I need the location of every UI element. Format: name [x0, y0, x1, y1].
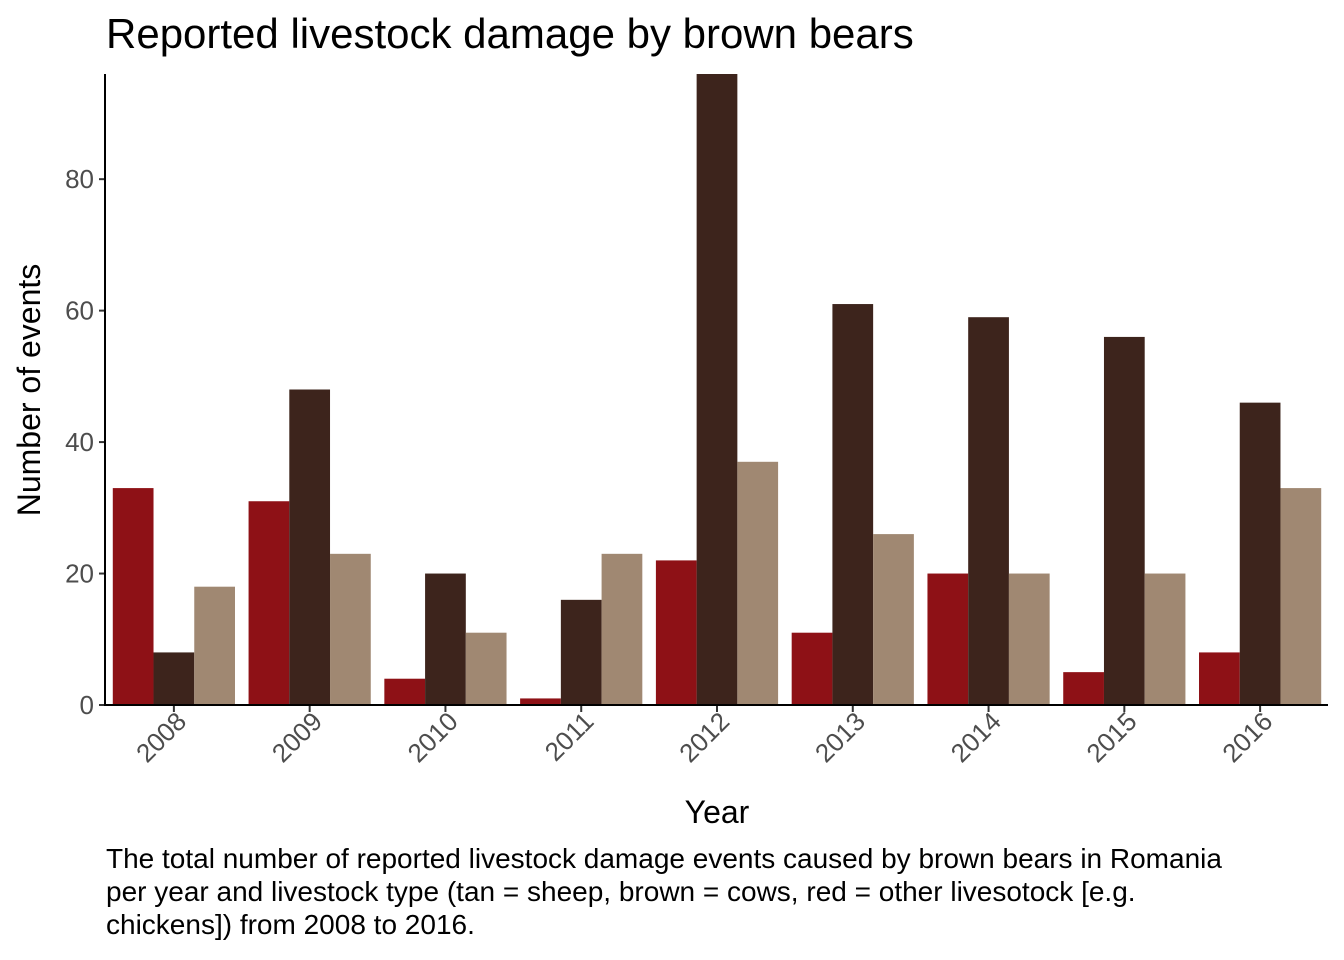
x-tick-label-2012: 2012 — [673, 706, 735, 768]
bar-2013-series-1 — [791, 632, 833, 705]
bar-2016-series-2 — [1239, 402, 1281, 705]
x-tick-label-2010: 2010 — [402, 706, 464, 768]
bar-2010-series-3 — [465, 632, 507, 705]
x-tick-label-2016: 2016 — [1216, 706, 1278, 768]
y-tick-label: 40 — [65, 427, 94, 457]
bar-2014-series-2 — [968, 317, 1009, 705]
bar-2013-series-2 — [832, 304, 874, 705]
bar-2009-series-3 — [330, 553, 371, 705]
x-tick-label-2013: 2013 — [809, 706, 871, 768]
y-tick-label: 20 — [65, 559, 94, 589]
bar-2012-series-1 — [655, 560, 697, 705]
bar-2015-series-1 — [1063, 672, 1104, 705]
bar-2008-series-2 — [153, 652, 195, 705]
y-axis-ticks: 0 20 40 60 80 — [65, 164, 105, 720]
bar-2015-series-2 — [1103, 336, 1145, 705]
bar-2008-series-3 — [194, 586, 235, 705]
y-axis-title: Number of events — [11, 264, 47, 517]
x-tick-label-2011: 2011 — [539, 706, 600, 767]
x-tick-label-2015: 2015 — [1080, 706, 1142, 768]
y-tick-label: 60 — [65, 296, 94, 326]
bar-2012-series-3 — [737, 461, 779, 705]
x-tick-label-2008: 2008 — [130, 706, 192, 768]
y-tick-label: 80 — [65, 164, 94, 194]
x-tick-label-2014: 2014 — [945, 706, 1007, 768]
bar-2009-series-1 — [248, 501, 290, 705]
bar-2015-series-3 — [1144, 573, 1186, 705]
chart-title: Reported livestock damage by brown bears — [106, 10, 914, 57]
x-tick-label-2009: 2009 — [266, 706, 328, 768]
x-axis-ticks: 2008 2009 2010 2011 2012 2013 2014 2015 2016 — [130, 706, 1278, 768]
bar-2013-series-3 — [873, 534, 914, 705]
bar-2011-series-1 — [520, 698, 561, 705]
x-axis-title: Year — [685, 794, 750, 830]
caption-line-3: chickens]) from 2008 to 2016. — [106, 909, 475, 940]
bar-2010-series-1 — [384, 678, 426, 705]
bar-2014-series-3 — [1008, 573, 1050, 705]
bars-group — [112, 74, 1322, 705]
bar-2012-series-2 — [696, 74, 738, 705]
bar-2010-series-2 — [425, 573, 466, 705]
bar-2014-series-1 — [927, 573, 969, 705]
y-tick-label: 0 — [80, 690, 94, 720]
caption-line-2: per year and livestock type (tan = sheep… — [106, 876, 1136, 907]
figure-caption: The total number of reported livestock d… — [106, 842, 1344, 941]
bar-2016-series-1 — [1199, 652, 1240, 705]
bar-2009-series-2 — [289, 389, 331, 705]
bar-2008-series-1 — [112, 488, 154, 705]
bar-2011-series-2 — [560, 599, 602, 705]
bar-2016-series-3 — [1280, 488, 1322, 705]
bar-2011-series-3 — [601, 553, 643, 705]
caption-line-1: The total number of reported livestock d… — [106, 843, 1222, 874]
